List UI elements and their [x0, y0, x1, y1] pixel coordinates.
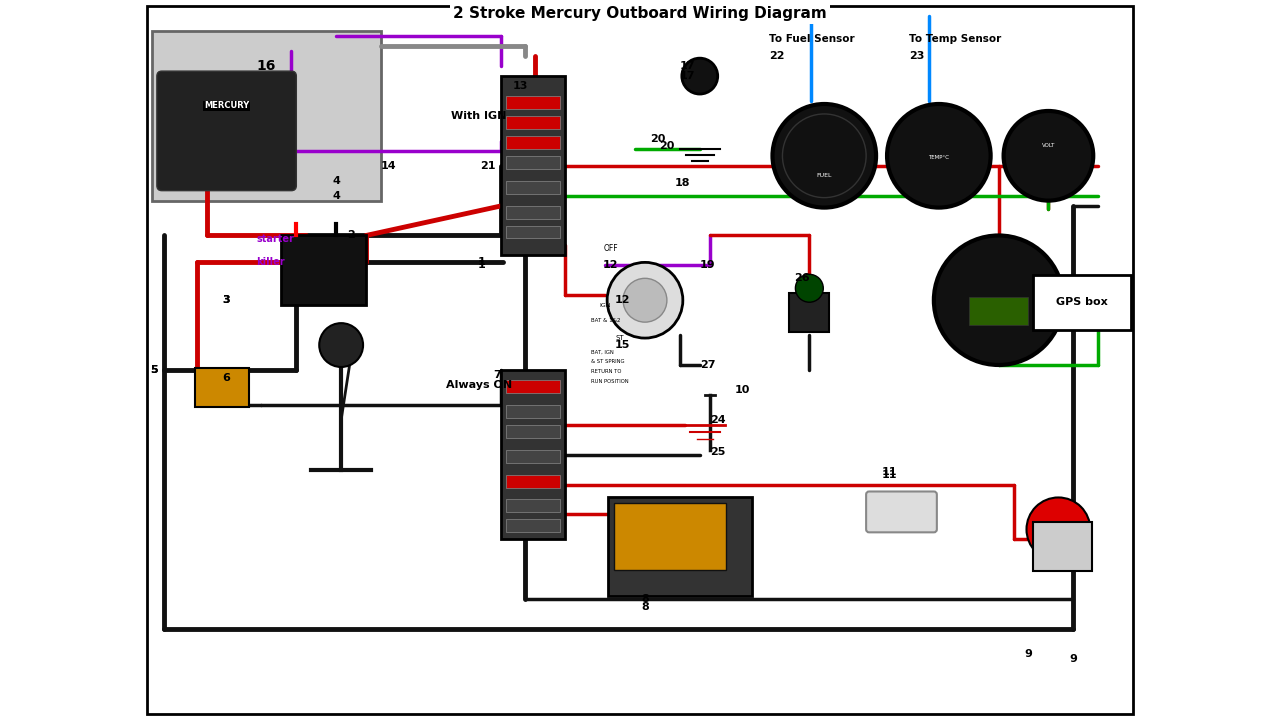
FancyBboxPatch shape — [608, 498, 751, 596]
Text: 17: 17 — [680, 71, 695, 81]
Text: 11: 11 — [882, 469, 897, 480]
Circle shape — [623, 279, 667, 322]
FancyBboxPatch shape — [506, 425, 561, 438]
Text: 17: 17 — [680, 61, 695, 71]
Text: 24: 24 — [709, 415, 726, 425]
Text: 4: 4 — [333, 176, 340, 186]
FancyBboxPatch shape — [1033, 523, 1092, 571]
Text: FUEL: FUEL — [817, 174, 832, 179]
Text: RETURN TO: RETURN TO — [591, 369, 622, 374]
FancyBboxPatch shape — [506, 206, 561, 219]
Text: 1: 1 — [477, 261, 485, 271]
FancyBboxPatch shape — [506, 380, 561, 393]
FancyBboxPatch shape — [147, 6, 1133, 714]
Circle shape — [1027, 498, 1091, 561]
Text: To Fuel Sensor: To Fuel Sensor — [769, 35, 855, 44]
Circle shape — [795, 274, 823, 302]
Text: 13: 13 — [513, 81, 529, 91]
FancyBboxPatch shape — [506, 181, 561, 194]
FancyBboxPatch shape — [152, 31, 381, 201]
Text: 8: 8 — [641, 602, 649, 612]
Text: 3: 3 — [223, 295, 230, 305]
FancyBboxPatch shape — [506, 405, 561, 418]
Text: 19: 19 — [700, 261, 716, 271]
Text: 23: 23 — [909, 51, 924, 61]
Text: BAT, IGN: BAT, IGN — [591, 349, 614, 354]
Text: 3: 3 — [223, 295, 230, 305]
Text: 9: 9 — [1024, 649, 1033, 659]
FancyBboxPatch shape — [282, 235, 366, 305]
Text: 1: 1 — [477, 257, 485, 267]
Text: RUN POSITION: RUN POSITION — [591, 379, 628, 384]
Circle shape — [607, 262, 682, 338]
Text: starter: starter — [256, 235, 294, 245]
Text: With IGN: With IGN — [451, 111, 506, 121]
Circle shape — [773, 104, 876, 207]
Text: 15: 15 — [616, 340, 631, 350]
FancyBboxPatch shape — [790, 293, 829, 332]
Text: 14: 14 — [381, 161, 397, 171]
Text: 20: 20 — [650, 134, 666, 144]
Text: 9: 9 — [1069, 654, 1078, 664]
Text: 12: 12 — [603, 261, 618, 271]
FancyBboxPatch shape — [506, 156, 561, 168]
FancyBboxPatch shape — [506, 116, 561, 129]
Text: 2: 2 — [347, 230, 355, 240]
FancyBboxPatch shape — [614, 503, 726, 570]
Text: 27: 27 — [700, 360, 716, 370]
FancyBboxPatch shape — [1033, 275, 1132, 330]
Text: IGN: IGN — [599, 302, 611, 307]
Circle shape — [319, 323, 364, 367]
Circle shape — [934, 235, 1064, 365]
FancyBboxPatch shape — [506, 136, 561, 149]
Text: 5: 5 — [150, 365, 157, 375]
Text: 18: 18 — [675, 178, 690, 188]
FancyBboxPatch shape — [506, 500, 561, 513]
FancyBboxPatch shape — [969, 297, 1029, 325]
Text: 25: 25 — [709, 446, 724, 456]
FancyBboxPatch shape — [500, 370, 566, 539]
Text: ST: ST — [616, 335, 623, 341]
Text: VOLT: VOLT — [1042, 143, 1055, 148]
Text: OFF: OFF — [603, 244, 618, 253]
FancyBboxPatch shape — [195, 368, 248, 407]
FancyBboxPatch shape — [506, 225, 561, 238]
Text: 8: 8 — [641, 594, 649, 604]
Text: Always ON: Always ON — [445, 380, 512, 390]
Circle shape — [887, 104, 991, 207]
Text: 6: 6 — [223, 373, 230, 383]
Text: 7: 7 — [493, 370, 500, 380]
FancyBboxPatch shape — [506, 96, 561, 109]
Circle shape — [682, 58, 718, 94]
Text: MERCURY: MERCURY — [204, 102, 250, 110]
Text: 5: 5 — [150, 365, 157, 375]
Text: & ST SPRING: & ST SPRING — [591, 359, 625, 364]
Circle shape — [1004, 111, 1093, 201]
Text: GPS box: GPS box — [1056, 297, 1108, 307]
FancyBboxPatch shape — [506, 519, 561, 532]
Text: 10: 10 — [735, 385, 750, 395]
Text: killer: killer — [256, 257, 285, 267]
Text: TEMP°C: TEMP°C — [928, 156, 950, 161]
Text: 22: 22 — [769, 51, 785, 61]
Text: 11: 11 — [882, 467, 897, 477]
Text: 2 Stroke Mercury Outboard Wiring Diagram: 2 Stroke Mercury Outboard Wiring Diagram — [453, 6, 827, 21]
Text: To Temp Sensor: To Temp Sensor — [909, 35, 1001, 44]
FancyBboxPatch shape — [500, 76, 566, 256]
Text: 12: 12 — [616, 295, 631, 305]
Text: 4: 4 — [333, 191, 340, 201]
FancyBboxPatch shape — [506, 450, 561, 463]
FancyBboxPatch shape — [867, 492, 937, 532]
FancyBboxPatch shape — [157, 71, 297, 191]
Text: 21: 21 — [480, 161, 495, 171]
FancyBboxPatch shape — [506, 474, 561, 487]
Text: 20: 20 — [659, 141, 675, 150]
Text: BAT & 1&2: BAT & 1&2 — [591, 318, 621, 323]
Text: 26: 26 — [795, 274, 810, 283]
Circle shape — [782, 114, 867, 197]
Text: 16: 16 — [257, 59, 276, 73]
